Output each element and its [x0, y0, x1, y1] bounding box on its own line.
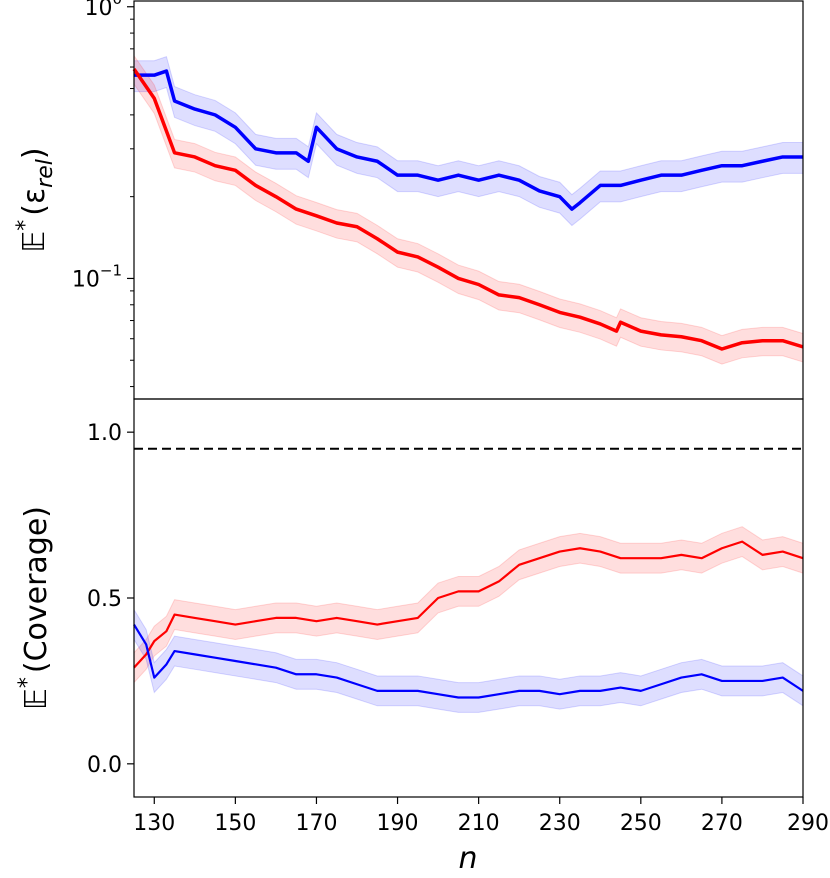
top-red-line — [132, 68, 804, 351]
bottom-y-ticks: 0.0 0.5 1.0 — [87, 421, 134, 778]
x-tick-label: 270 — [701, 811, 743, 836]
top-series-lines — [132, 68, 804, 351]
x-tick-label: 150 — [214, 811, 256, 836]
x-tick-label: 130 — [133, 811, 175, 836]
top-blue-line — [134, 69, 803, 211]
x-axis-label: n — [458, 841, 477, 876]
bottom-y-tick-label: 0.0 — [87, 753, 122, 778]
x-tick-label: 230 — [539, 811, 581, 836]
bottom-y-tick-label: 0.5 — [87, 587, 122, 612]
top-panel: 100 10−1 𝔼*(εrel) — [13, 0, 804, 400]
bottom-red-line — [133, 540, 804, 669]
x-tick-label: 290 — [787, 811, 829, 836]
bottom-y-tick-label: 1.0 — [87, 421, 122, 446]
top-y-tick-label: 100 — [84, 0, 122, 21]
top-y-axis-label: 𝔼*(εrel) — [13, 147, 58, 252]
bottom-blue-line — [133, 623, 804, 699]
top-y-tick-label: 10−1 — [72, 261, 122, 292]
bottom-panel: 0.0 0.5 1.0 𝔼*(Coverage) — [15, 398, 804, 798]
x-ticks: 130 150 170 190 210 230 250 270 290 — [133, 797, 829, 836]
top-red-band — [133, 54, 804, 365]
top-y-ticks: 100 10−1 — [72, 0, 134, 388]
top-confidence-bands — [133, 54, 804, 365]
bottom-confidence-bands — [133, 526, 804, 713]
bottom-y-axis-label: 𝔼*(Coverage) — [15, 506, 54, 710]
x-tick-label: 250 — [620, 811, 662, 836]
top-blue-band — [133, 55, 804, 227]
x-tick-label: 190 — [377, 811, 419, 836]
x-tick-label: 210 — [458, 811, 500, 836]
x-tick-label: 170 — [295, 811, 337, 836]
bottom-series-lines — [133, 540, 804, 699]
